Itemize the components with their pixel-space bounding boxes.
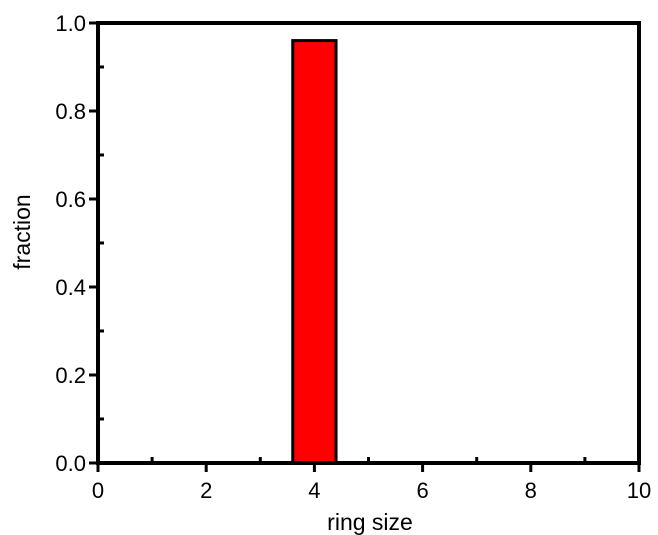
y-tick-label: 1.0 bbox=[55, 11, 86, 36]
plot-frame bbox=[96, 21, 641, 465]
y-tick-label: 0.4 bbox=[55, 275, 86, 300]
y-tick-labels: 0.0 0.2 0.4 0.6 0.8 1.0 bbox=[55, 11, 86, 476]
x-tick-labels: 0 2 4 6 8 10 bbox=[92, 478, 651, 503]
x-axis-label: ring size bbox=[327, 509, 413, 535]
y-tick-label: 0.0 bbox=[55, 451, 86, 476]
y-tick-label: 0.8 bbox=[55, 99, 86, 124]
x-tick-label: 2 bbox=[200, 478, 212, 503]
bars-layer bbox=[291, 39, 338, 465]
x-tick-label: 4 bbox=[308, 478, 320, 503]
y-tick-label: 0.6 bbox=[55, 187, 86, 212]
ticks-layer bbox=[89, 21, 641, 472]
bar-ring-size-4 bbox=[291, 39, 338, 465]
y-axis-label: fraction bbox=[9, 194, 35, 269]
y-tick-label: 0.2 bbox=[55, 363, 86, 388]
x-tick-label: 8 bbox=[525, 478, 537, 503]
x-tick-label: 10 bbox=[627, 478, 651, 503]
x-tick-label: 0 bbox=[92, 478, 104, 503]
x-tick-label: 6 bbox=[416, 478, 428, 503]
